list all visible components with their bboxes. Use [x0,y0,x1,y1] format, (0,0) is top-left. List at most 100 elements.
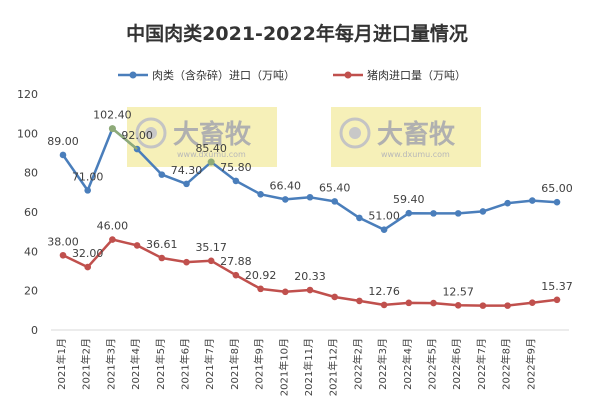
y-tick-label: 100 [17,127,38,140]
y-tick-label: 120 [17,88,38,101]
data-label: 74.30 [171,164,203,177]
watermark-logo-icon [135,117,167,149]
data-label: 38.00 [47,235,79,248]
data-point [257,191,264,198]
data-labels: 89.00 71.00 102.40 92.00 74.30 85.40 75.80 66.4… [47,109,573,299]
x-tick-label: 2021年11月 [302,338,315,396]
data-label: 12.57 [442,285,474,298]
x-tick-label: 2022年9月 [524,338,537,390]
watermark-text: 大畜牧 [173,119,252,150]
data-label: 92.00 [121,129,153,142]
data-label: 15.37 [541,280,573,293]
legend-label-pork: 猪肉进口量（万吨） [367,69,466,82]
x-tick-label: 2022年8月 [500,338,513,390]
data-point [454,210,462,217]
y-tick-label: 20 [24,285,38,298]
legend: 肉类（含杂碎）进口（万吨） 猪肉进口量（万吨） [118,68,466,82]
data-point [84,263,91,271]
data-label: 46.00 [97,220,129,233]
x-tick-label: 2021年12月 [327,338,340,396]
x-tick-label: 2021年1月 [55,338,68,390]
y-tick-label: 0 [31,324,38,337]
x-tick-label: 2022年4月 [401,338,414,390]
data-point [84,187,91,194]
data-label: 20.92 [245,269,277,282]
data-point [553,198,561,206]
data-point [257,285,264,293]
x-tick-label: 2022年6月 [450,338,463,390]
data-point [356,297,363,305]
data-point [207,257,215,265]
data-point [553,296,561,304]
data-point [306,193,314,201]
data-point [232,271,240,279]
data-point [479,302,487,309]
data-label: 27.88 [220,255,252,268]
data-point [479,208,487,215]
data-point [504,302,511,309]
x-tick-label: 2022年5月 [426,338,439,390]
data-point [158,171,166,178]
data-point [454,301,462,309]
data-point [504,199,511,207]
data-point [158,254,166,262]
legend-marker-meat [129,71,137,79]
legend-marker-pork [344,71,352,79]
x-tick-label: 2021年6月 [179,338,192,390]
data-label: 89.00 [47,135,79,148]
series [59,125,561,309]
axes: 0 20 40 60 80 100 120 2021年1月 2021年2月 2021年3月 2021… [17,88,569,396]
x-tick-label: 2021年8月 [228,338,241,390]
data-point [109,236,116,243]
data-point [529,299,536,306]
data-label: 59.40 [393,193,425,206]
x-tick-label: 2021年4月 [129,338,142,390]
x-tick-label: 2021年10月 [277,338,290,396]
data-label: 102.40 [93,109,132,122]
data-point [306,286,314,294]
data-point [282,288,289,296]
data-point [430,299,437,307]
data-point [430,210,437,217]
data-point [380,301,388,309]
data-point [380,226,388,233]
data-point [59,251,67,259]
data-point [133,242,141,249]
data-label: 65.00 [541,182,573,195]
x-tick-label: 2021年2月 [80,338,93,390]
data-label: 85.40 [195,142,227,155]
highlight-point [108,125,116,133]
data-label: 66.40 [270,179,302,192]
x-tick-label: 2022年3月 [376,338,389,390]
data-point [183,258,190,266]
data-point [356,214,363,222]
x-tick-label: 2021年7月 [203,338,216,390]
watermark-url: www.dxumu.com [381,150,450,159]
x-tick-label: 2021年3月 [104,338,117,390]
data-point [59,151,67,159]
data-point [405,299,413,307]
x-tick-label: 2021年5月 [154,338,167,390]
data-label: 36.61 [146,238,178,251]
x-tick-label: 2022年7月 [475,338,488,390]
x-tick-label: 2021年9月 [253,338,266,390]
y-tick-label: 40 [24,245,38,258]
data-label: 12.76 [368,285,400,298]
highlight-segment [111,127,138,151]
watermark-text: 大畜牧 [377,119,456,150]
data-point [529,197,536,204]
highlight-point [207,158,215,166]
data-point [282,196,289,203]
x-tick-label: 2022年2月 [351,338,364,390]
data-label: 35.17 [195,241,227,254]
y-tick-label: 80 [24,167,38,180]
data-point [232,177,240,185]
data-label: 32.00 [72,247,104,260]
data-label: 51.00 [368,210,400,223]
data-point [331,198,339,205]
data-label: 65.40 [319,181,351,194]
